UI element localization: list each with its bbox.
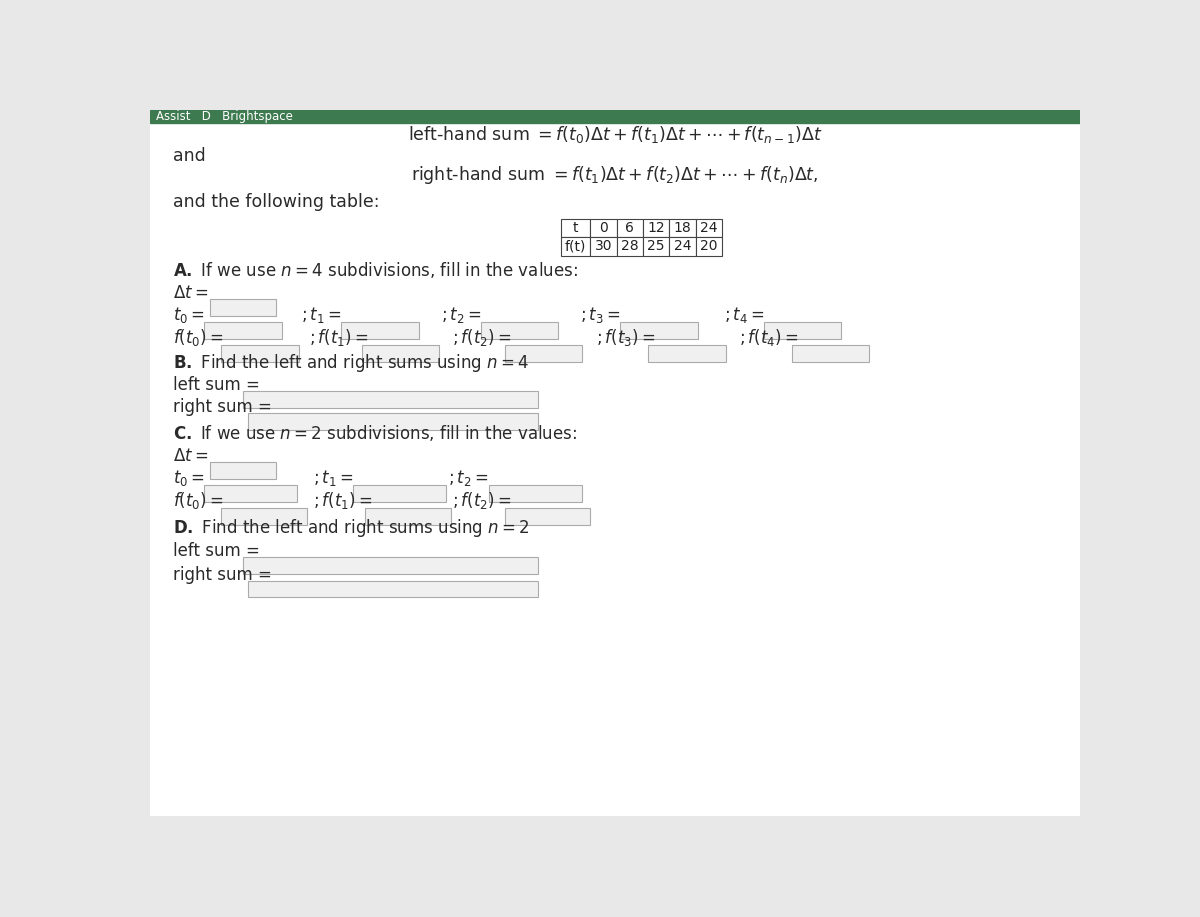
Text: $; t_4 =$: $; t_4 =$ <box>724 304 764 325</box>
Bar <box>248 413 538 429</box>
Text: 28: 28 <box>620 239 638 253</box>
Bar <box>590 238 617 256</box>
Text: 6: 6 <box>625 221 634 235</box>
Text: $\Delta t =$: $\Delta t =$ <box>173 447 209 465</box>
Text: $; f(t_4) =$: $; f(t_4) =$ <box>739 327 798 348</box>
Bar <box>792 345 869 362</box>
Text: t: t <box>572 221 578 235</box>
Text: right sum =: right sum = <box>173 398 277 415</box>
Bar <box>670 218 696 238</box>
Bar <box>242 391 538 408</box>
Bar <box>150 110 1080 123</box>
Bar <box>560 238 590 256</box>
Text: $\mathbf{B.}$ Find the left and right sums using $n = 4$: $\mathbf{B.}$ Find the left and right su… <box>173 352 529 374</box>
Text: left-hand sum $= f(t_0)\Delta t + f(t_1)\Delta t + \cdots + f(t_{n-1})\Delta t$: left-hand sum $= f(t_0)\Delta t + f(t_1)… <box>408 124 822 145</box>
Text: 25: 25 <box>647 239 665 253</box>
Bar <box>590 218 617 238</box>
Text: left sum =: left sum = <box>173 543 265 560</box>
Bar <box>620 322 698 338</box>
Bar <box>204 485 298 502</box>
Text: left sum =: left sum = <box>173 376 265 394</box>
Bar <box>210 462 276 479</box>
Text: f(t): f(t) <box>565 239 586 253</box>
Text: $; t_1 =$: $; t_1 =$ <box>301 304 342 325</box>
Text: $; t_3 =$: $; t_3 =$ <box>580 304 620 325</box>
Bar <box>643 238 670 256</box>
Text: $t_0 =$: $t_0 =$ <box>173 304 205 325</box>
Bar <box>210 299 276 315</box>
Text: 24: 24 <box>673 239 691 253</box>
Bar <box>696 238 722 256</box>
Bar <box>248 580 538 598</box>
Text: right sum =: right sum = <box>173 566 277 583</box>
Bar <box>505 345 582 362</box>
Bar <box>617 238 643 256</box>
Text: $f(t_0) =$: $f(t_0) =$ <box>173 491 224 511</box>
Bar <box>361 345 439 362</box>
Text: and the following table:: and the following table: <box>173 193 379 211</box>
Bar <box>488 485 582 502</box>
Bar <box>505 508 590 525</box>
Text: $t_0 =$: $t_0 =$ <box>173 468 205 488</box>
Bar <box>204 322 282 338</box>
Bar <box>242 558 538 574</box>
Text: $; f(t_1) =$: $; f(t_1) =$ <box>313 491 372 511</box>
Text: $; t_1 =$: $; t_1 =$ <box>313 468 353 488</box>
Text: $\mathbf{C.}$ If we use $n = 2$ subdivisions, fill in the values:: $\mathbf{C.}$ If we use $n = 2$ subdivis… <box>173 424 577 444</box>
Text: $\Delta t =$: $\Delta t =$ <box>173 283 209 302</box>
Text: $f(t_0) =$: $f(t_0) =$ <box>173 327 224 348</box>
Text: and: and <box>173 148 206 165</box>
Text: 30: 30 <box>595 239 612 253</box>
Bar <box>648 345 726 362</box>
Text: 18: 18 <box>673 221 691 235</box>
Text: $; f(t_3) =$: $; f(t_3) =$ <box>595 327 655 348</box>
Text: right-hand sum $= f(t_1)\Delta t + f(t_2)\Delta t + \cdots + f(t_n)\Delta t,$: right-hand sum $= f(t_1)\Delta t + f(t_2… <box>412 164 818 186</box>
Text: $; f(t_1) =$: $; f(t_1) =$ <box>308 327 368 348</box>
Bar <box>221 345 299 362</box>
Text: $; t_2 =$: $; t_2 =$ <box>440 304 481 325</box>
Bar <box>353 485 446 502</box>
Text: 20: 20 <box>700 239 718 253</box>
Text: $\mathbf{D.}$ Find the left and right sums using $n = 2$: $\mathbf{D.}$ Find the left and right su… <box>173 517 530 539</box>
Text: $; f(t_2) =$: $; f(t_2) =$ <box>452 327 511 348</box>
Bar <box>643 218 670 238</box>
Text: $; t_2 =$: $; t_2 =$ <box>449 468 490 488</box>
Bar <box>481 322 558 338</box>
Text: $\mathbf{A.}$ If we use $n = 4$ subdivisions, fill in the values:: $\mathbf{A.}$ If we use $n = 4$ subdivis… <box>173 260 578 281</box>
Bar <box>221 508 306 525</box>
Bar <box>764 322 841 338</box>
Text: 12: 12 <box>647 221 665 235</box>
Bar <box>670 238 696 256</box>
Text: 0: 0 <box>599 221 607 235</box>
Bar <box>366 508 451 525</box>
Bar <box>342 322 419 338</box>
Bar <box>560 218 590 238</box>
Text: $; f(t_2) =$: $; f(t_2) =$ <box>452 491 511 511</box>
Bar <box>617 218 643 238</box>
Text: Assist   D   Brightspace: Assist D Brightspace <box>156 110 293 123</box>
Bar <box>696 218 722 238</box>
Text: 24: 24 <box>700 221 718 235</box>
